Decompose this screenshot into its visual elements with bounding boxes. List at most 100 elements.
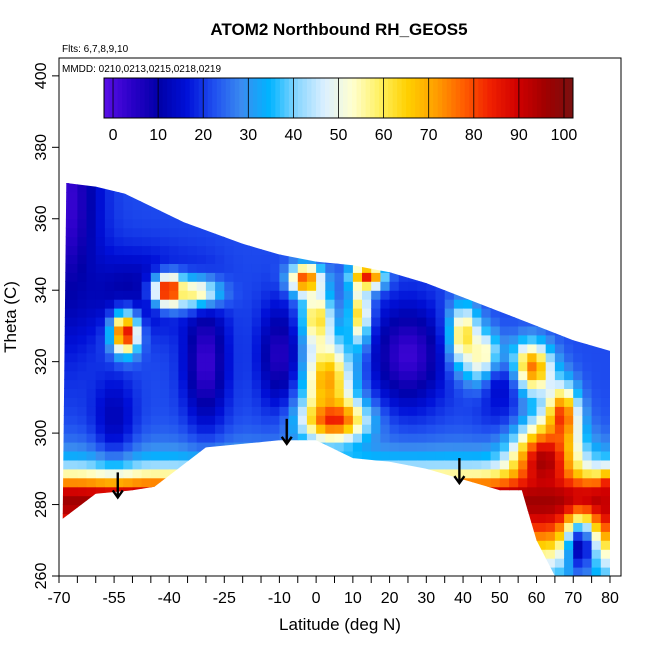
heatmap-cell bbox=[215, 522, 225, 532]
heatmap-cell bbox=[77, 209, 88, 220]
heatmap-cell bbox=[316, 468, 326, 479]
heatmap-cell bbox=[472, 540, 482, 550]
heatmap-cell bbox=[251, 263, 262, 273]
heatmap-cell bbox=[564, 442, 574, 452]
heatmap-cell bbox=[573, 415, 583, 425]
heatmap-cell bbox=[352, 183, 363, 184]
heatmap-cell bbox=[564, 352, 574, 363]
heatmap-cell bbox=[554, 433, 565, 443]
heatmap-cell bbox=[389, 183, 400, 193]
heatmap-cell bbox=[306, 504, 317, 515]
heatmap-cell bbox=[435, 361, 446, 372]
heatmap-cell bbox=[114, 567, 124, 576]
heatmap-cell bbox=[261, 504, 271, 515]
heatmap-cell bbox=[114, 477, 124, 488]
heatmap-cell bbox=[444, 522, 455, 532]
heatmap-cell bbox=[554, 209, 565, 220]
heatmap-cell bbox=[224, 183, 235, 193]
heatmap-cell bbox=[297, 272, 308, 282]
heatmap-cell bbox=[68, 334, 78, 345]
heatmap-cell bbox=[499, 513, 510, 523]
heatmap-cell bbox=[444, 540, 455, 550]
heatmap-cell bbox=[68, 468, 78, 479]
heatmap-cell bbox=[343, 567, 354, 576]
heatmap-cell bbox=[352, 183, 363, 193]
heatmap-cell bbox=[527, 370, 538, 381]
heatmap-cell bbox=[132, 299, 143, 309]
heatmap-cell bbox=[435, 468, 446, 479]
heatmap-cell bbox=[518, 290, 528, 300]
heatmap-cell bbox=[196, 263, 207, 273]
heatmap-cell bbox=[178, 486, 189, 497]
colorbar-swatch bbox=[451, 78, 457, 118]
heatmap-cell bbox=[564, 486, 574, 497]
heatmap-cell bbox=[205, 567, 216, 576]
heatmap-cell bbox=[178, 459, 189, 470]
colorbar-swatch bbox=[167, 78, 173, 118]
heatmap-cell bbox=[573, 540, 583, 550]
heatmap-cell bbox=[297, 263, 308, 273]
heatmap-cell bbox=[169, 192, 179, 202]
heatmap-cell bbox=[472, 415, 482, 425]
heatmap-cell bbox=[591, 379, 602, 389]
heatmap-cell bbox=[564, 415, 574, 425]
heatmap-cell bbox=[288, 299, 299, 309]
heatmap-cell bbox=[288, 459, 299, 470]
heatmap-cell bbox=[215, 468, 225, 479]
heatmap-cell bbox=[141, 245, 152, 256]
heatmap-cell bbox=[68, 477, 78, 488]
heatmap-cell bbox=[408, 468, 418, 479]
heatmap-cell bbox=[261, 433, 271, 443]
heatmap-cell bbox=[536, 567, 547, 576]
heatmap-cell bbox=[123, 379, 134, 389]
heatmap-cell bbox=[490, 459, 501, 470]
heatmap-cell bbox=[481, 459, 492, 470]
heatmap-cell bbox=[169, 495, 179, 506]
heatmap-cell bbox=[306, 477, 317, 488]
heatmap-cell bbox=[95, 549, 106, 559]
heatmap-cell bbox=[233, 343, 244, 354]
heatmap-cell bbox=[472, 567, 482, 576]
heatmap-cell bbox=[114, 504, 124, 515]
heatmap-cell bbox=[62, 245, 69, 256]
heatmap-cell bbox=[150, 299, 161, 309]
heatmap-cell bbox=[398, 227, 409, 238]
heatmap-cell bbox=[490, 281, 501, 291]
heatmap-cell bbox=[306, 334, 317, 345]
heatmap-cell bbox=[86, 415, 97, 425]
heatmap-cell bbox=[169, 183, 179, 184]
heatmap-cell bbox=[62, 183, 69, 184]
heatmap-cell bbox=[554, 352, 565, 363]
heatmap-cell bbox=[187, 495, 198, 506]
colorbar-swatch bbox=[455, 78, 461, 118]
heatmap-cell bbox=[509, 227, 519, 238]
heatmap-cell bbox=[362, 549, 372, 559]
colorbar-swatch bbox=[149, 78, 155, 118]
heatmap-cell bbox=[169, 290, 179, 300]
heatmap-cell bbox=[242, 299, 253, 309]
heatmap-cell bbox=[463, 424, 473, 434]
colorbar-swatch bbox=[500, 78, 506, 118]
heatmap-cell bbox=[288, 218, 299, 229]
colorbar-swatch bbox=[370, 78, 375, 118]
heatmap-cell bbox=[564, 522, 574, 532]
heatmap-cell bbox=[288, 343, 299, 354]
heatmap-cell bbox=[518, 558, 528, 568]
heatmap-cell bbox=[187, 317, 198, 327]
heatmap-cell bbox=[490, 370, 501, 381]
heatmap-cell bbox=[417, 334, 427, 345]
heatmap-cell bbox=[270, 325, 280, 336]
heatmap-cell bbox=[554, 272, 565, 282]
heatmap-cell bbox=[417, 218, 427, 229]
heatmap-cell bbox=[536, 281, 547, 291]
heatmap-cell bbox=[160, 245, 170, 256]
heatmap-cell bbox=[205, 308, 216, 318]
heatmap-cell bbox=[306, 540, 317, 550]
heatmap-cell bbox=[224, 433, 235, 443]
heatmap-cell bbox=[62, 236, 69, 247]
heatmap-cell bbox=[279, 486, 290, 497]
heatmap-cell bbox=[536, 308, 547, 318]
heatmap-cell bbox=[398, 513, 409, 523]
heatmap-cell bbox=[527, 343, 538, 354]
heatmap-cell bbox=[389, 334, 400, 345]
